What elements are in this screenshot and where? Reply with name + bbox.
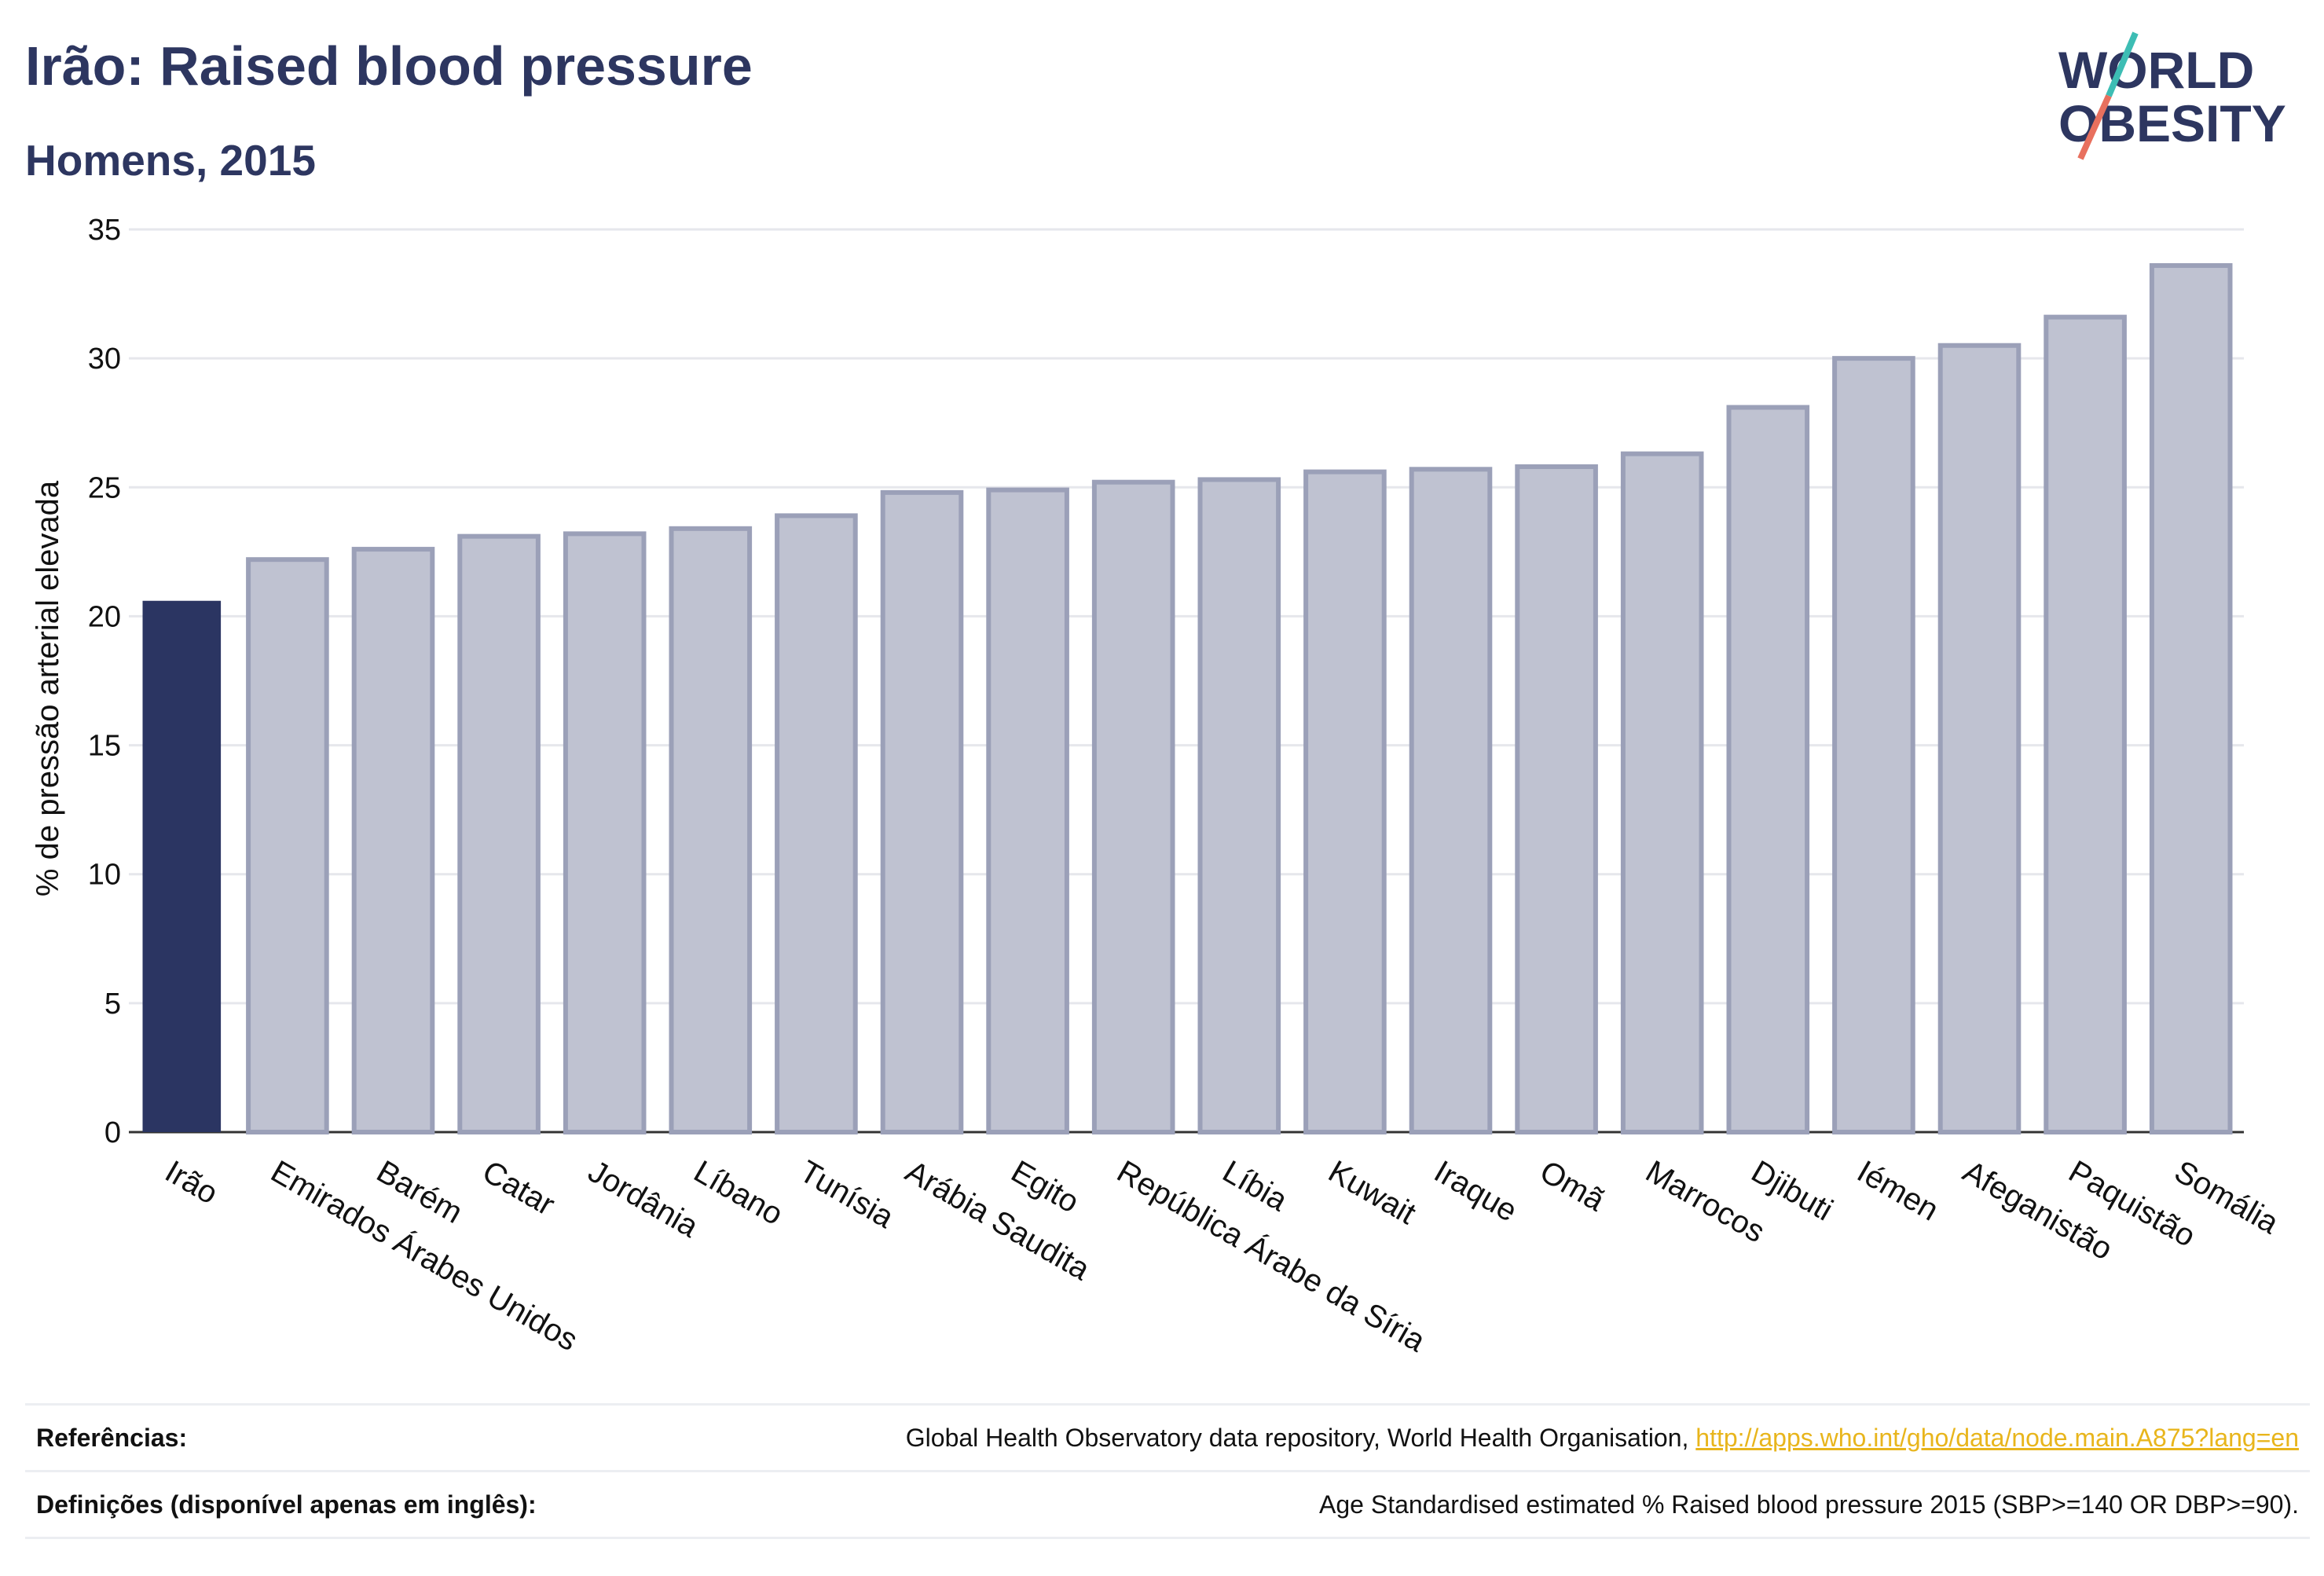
bar-11 — [1303, 469, 1387, 1134]
bar-1 — [246, 557, 329, 1134]
references-value: Global Health Observatory data repositor… — [906, 1424, 2310, 1453]
bar-chart: 0 5 10 15 20 25 30 35 Irão Emirados Árabes Unido… — [31, 214, 2285, 1359]
x-tick-label: Tunísia — [794, 1154, 900, 1235]
definitions-label: Definições (disponível apenas em inglês)… — [36, 1490, 537, 1519]
bar-14 — [1620, 451, 1704, 1134]
y-tick-label: 35 — [88, 214, 121, 247]
x-tick-label: Líbia — [1217, 1154, 1294, 1219]
bar-4 — [563, 531, 647, 1134]
bar-17 — [1937, 343, 2022, 1134]
footer-rule-bottom — [25, 1537, 2310, 1539]
bar-9 — [1091, 479, 1175, 1134]
x-tick-label: Iémen — [1851, 1154, 1944, 1228]
x-tick-label: Omã — [1534, 1154, 1611, 1219]
x-tick-label: Líbano — [688, 1154, 789, 1232]
bar-2 — [351, 547, 435, 1134]
bar-12 — [1409, 467, 1493, 1134]
references-row: Referências: Global Health Observatory d… — [25, 1406, 2310, 1470]
x-tick-label: Egito — [1006, 1154, 1085, 1220]
chart-subtitle: Homens, 2015 — [25, 136, 316, 185]
x-tick-label: Kuwait — [1322, 1154, 1421, 1231]
footer-rule-middle — [25, 1470, 2310, 1472]
y-tick-label: 30 — [88, 343, 121, 376]
bar-layer — [142, 262, 2233, 1135]
references-text: Global Health Observatory data repositor… — [905, 1423, 1696, 1452]
bar-10 — [1197, 477, 1281, 1134]
definitions-value: Age Standardised estimated % Raised bloo… — [1319, 1490, 2299, 1519]
footer: Referências: Global Health Observatory d… — [25, 1403, 2310, 1539]
x-tick-label: Iraque — [1428, 1154, 1523, 1229]
bar-19 — [2149, 262, 2233, 1135]
y-tick-label: 10 — [88, 859, 121, 892]
x-tick-label: Catar — [477, 1154, 561, 1222]
bar-15 — [1726, 405, 1810, 1134]
bar-7 — [880, 489, 964, 1134]
footer-rule-top — [25, 1403, 2310, 1406]
logo-slash-coral — [2077, 94, 2112, 160]
y-axis-label: % de pressão arterial elevada — [31, 480, 65, 896]
bar-18 — [2044, 314, 2127, 1134]
references-link[interactable]: http://apps.who.int/gho/data/node.main.A… — [1695, 1423, 2299, 1452]
bar-13 — [1515, 464, 1598, 1134]
references-label: Referências: — [36, 1423, 188, 1452]
chart-title: Irão: Raised blood pressure — [25, 35, 753, 97]
bar-16 — [1832, 356, 1915, 1134]
x-tick-label: Jordânia — [582, 1154, 705, 1244]
y-tick-label: 15 — [88, 730, 121, 763]
bar-5 — [669, 526, 753, 1134]
y-tick-label: 25 — [88, 471, 121, 504]
y-tick-layer: 0 5 10 15 20 25 30 35 — [88, 214, 121, 1149]
x-tick-label: Arábia Saudita — [900, 1154, 1096, 1288]
x-tick-label: Marrocos — [1640, 1154, 1770, 1249]
definitions-row: Definições (disponível apenas em inglês)… — [25, 1472, 2310, 1537]
bar-3 — [457, 533, 541, 1134]
x-tick-label: Irão — [159, 1154, 224, 1211]
y-tick-label: 20 — [88, 600, 121, 633]
y-tick-label: 0 — [104, 1116, 121, 1149]
logo-line1: WORLD — [2058, 41, 2254, 99]
bar-6 — [775, 513, 858, 1134]
y-tick-label: 5 — [104, 988, 121, 1021]
grid-layer — [129, 228, 2244, 1134]
logo-slash-teal — [2106, 31, 2139, 97]
bar-8 — [986, 487, 1069, 1134]
world-obesity-logo: WORLD OBESITY — [2058, 31, 2286, 160]
bar-0 — [142, 600, 222, 1132]
